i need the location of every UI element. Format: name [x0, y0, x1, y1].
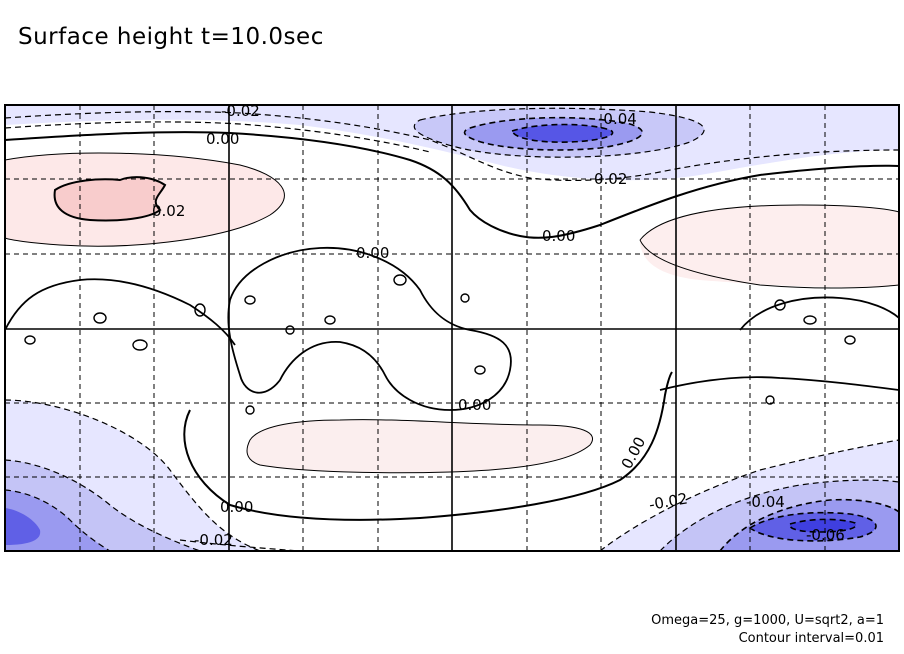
contour-interval-note: Contour interval=0.01 [738, 631, 884, 646]
parameters-note: Omega=25, g=1000, U=sqrt2, a=1 [651, 613, 884, 628]
contour-label: 0.00 [206, 130, 239, 148]
band-neg-bl-4 [5, 508, 41, 545]
band-neg-br-5 [789, 519, 856, 532]
contour-label: 0.02 [594, 170, 627, 188]
contour-label: 0.00 [458, 396, 491, 414]
contour-label: 0.00 [356, 244, 389, 262]
band-pos-center [247, 419, 593, 473]
band-pos-right [640, 205, 899, 288]
contour-label: -0.02 [221, 102, 260, 120]
band-neg-top-4 [512, 124, 613, 143]
contour-label: 0.00 [220, 498, 253, 516]
contour-label: -0.04 [598, 110, 637, 128]
shaded-bands [5, 105, 899, 551]
contour-label: 0.00 [618, 434, 650, 472]
plot-frame [4, 104, 900, 552]
contour-lines [5, 107, 899, 551]
contour-label: 0.00 [542, 227, 575, 245]
contour-label: -0.02 [194, 531, 233, 549]
contour-label-group: -0.02 0.00 0.02 -0.04 0.02 0.00 0.00 0.0… [152, 102, 845, 549]
major-grid [5, 105, 899, 551]
band-pos-left-2 [54, 177, 165, 221]
contour-label: -0.06 [806, 526, 845, 544]
chart-title: Surface height t=10.0sec [18, 24, 324, 50]
contour-label: 0.02 [152, 202, 185, 220]
contour-label: -0.04 [746, 493, 785, 511]
